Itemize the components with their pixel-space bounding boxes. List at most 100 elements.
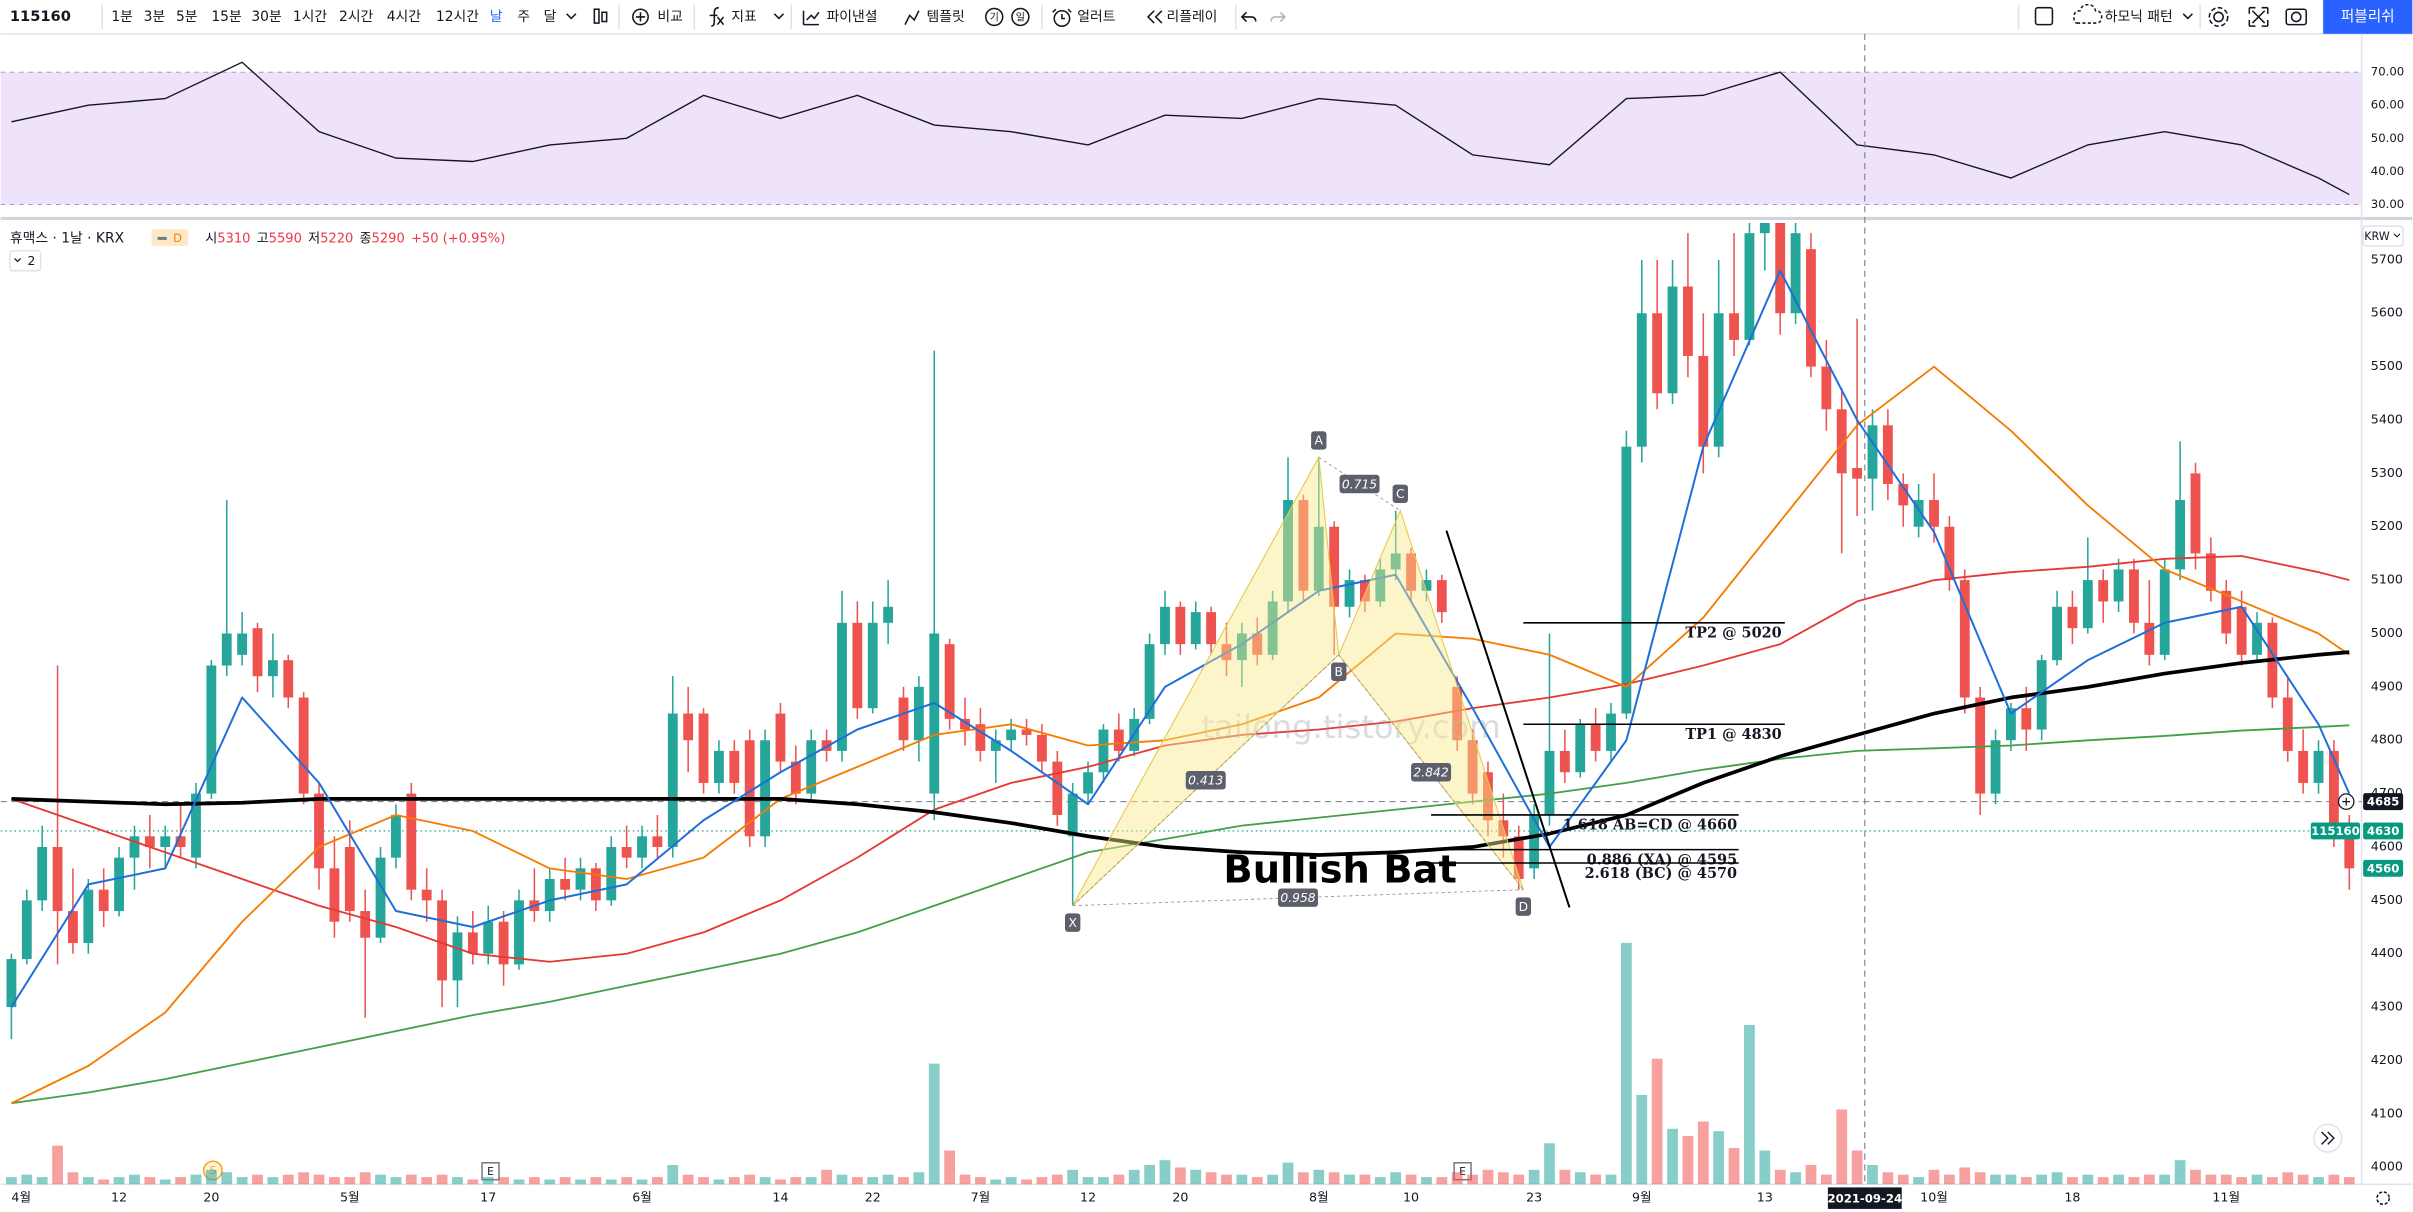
ratio-label: 2.842 [1413,766,1448,780]
volume-bar [1697,1121,1709,1185]
volume-bar [159,1179,171,1185]
candle-body [2282,697,2293,751]
volume-bar [1728,1148,1740,1185]
toolbar-button[interactable]: 비교 [657,9,682,25]
volume-bar [1805,1164,1817,1185]
candle-body [1898,484,1909,506]
volume-bar [990,1179,1002,1185]
candle-body [944,644,955,719]
candle-body [1698,355,1709,447]
candle-body [1529,814,1540,869]
x-tick-label: 6월 [632,1190,652,1205]
symbol[interactable]: 115160 [10,8,71,25]
volume-bar [1374,1177,1386,1185]
volume-bar [1959,1167,1971,1185]
candle-body [1375,569,1386,602]
candle-body [760,740,770,837]
volume-bar [1313,1169,1325,1185]
toolbar-button[interactable]: 파이낸셜 [827,9,878,25]
interval-button[interactable]: 주 [517,9,530,25]
candle-body [2005,708,2016,741]
y-tick-label: 4300 [2371,999,2403,1014]
ratio-box [1185,771,1226,790]
interval-button[interactable]: 4시간 [387,9,422,25]
point-box [1515,897,1532,916]
candle-body [1052,761,1063,815]
pane-toggle[interactable] [9,249,42,272]
volume-bar [528,1177,540,1185]
candle-body [2098,580,2109,602]
candle-body [1975,697,1986,794]
y-tick-label: 5400 [2371,411,2403,426]
volume-bar [1528,1169,1540,1185]
interval-button[interactable]: 1시간 [293,9,328,25]
price-tag: 4685 [2367,795,2400,809]
volume-bar [605,1179,617,1185]
candle-body [483,921,494,954]
interval-button[interactable]: 1분 [111,9,133,25]
interval-button[interactable]: 3분 [144,9,166,25]
ohlc-value: 5290 [372,231,405,246]
candle-body [2252,622,2262,655]
candle-body [83,889,94,944]
volume-bar [2082,1174,2094,1185]
volume-bar [1928,1169,1940,1185]
volume-bar [790,1177,802,1185]
candle-body [2113,569,2124,602]
settings-icon[interactable] [2376,1191,2391,1206]
level-label: TP1 @ 4830 [1685,726,1781,743]
interval-button[interactable]: 12시간 [436,9,479,25]
interval-button[interactable]: 30분 [251,9,281,25]
x-tick-label: 7월 [971,1190,991,1205]
y-tick-label: 5300 [2371,465,2403,480]
volume-bar [205,1169,217,1185]
candle-body [683,713,694,741]
toolbar-button[interactable]: 리플레이 [1167,9,1218,25]
interval-button[interactable]: 날 [490,9,503,25]
candle-body [1836,409,1847,474]
toolbar-badge[interactable]: 기 [990,12,999,24]
interval-button[interactable]: 5분 [176,9,198,25]
event-earnings-letter: E [1459,1165,1466,1178]
interval-button[interactable]: 2시간 [339,9,374,25]
volume-bar [2005,1174,2017,1185]
candle-body [2082,580,2093,629]
candle-body [1729,313,1739,340]
candle-body [775,713,786,762]
point-label: X [1068,916,1077,930]
volume-bar [359,1172,371,1185]
y-tick-label: 5200 [2371,518,2403,533]
publish-button[interactable] [2323,0,2413,34]
volume-bar [1774,1169,1786,1185]
volume-bar [421,1177,433,1185]
x-tick-label: 23 [1526,1190,1542,1205]
toolbar-badge[interactable]: 일 [1016,12,1025,24]
volume-bar [144,1177,156,1185]
ratio-box [1339,474,1380,494]
volume-bar [975,1177,986,1185]
currency-box[interactable] [2362,225,2404,247]
candle-body [21,900,32,960]
volume-bar [2282,1172,2294,1185]
toolbar-button[interactable]: 하모닉 패턴 [2105,9,2173,25]
publish-label[interactable]: 퍼블리쉬 [2341,8,2395,25]
symbol-tag: 115160 [2311,824,2360,838]
candle-body [114,857,125,912]
volume-bar [1867,1164,1878,1185]
candle-body [898,697,909,741]
volume-bar [2297,1174,2309,1185]
volume-bar [590,1177,602,1185]
volume-bar [2113,1174,2124,1185]
volume-bar [851,1177,863,1185]
toolbar-button[interactable]: 템플릿 [927,9,965,25]
interval-button[interactable]: 달 [544,9,557,25]
candle-body [2328,750,2339,826]
toolbar-button[interactable]: 지표 [731,9,757,25]
volume-bar [221,1172,233,1185]
toolbar-icons [566,3,2307,27]
interval-button[interactable]: 15분 [211,9,241,25]
toolbar-button[interactable]: 얼러트 [1077,9,1115,25]
volume-bar [1651,1058,1663,1185]
